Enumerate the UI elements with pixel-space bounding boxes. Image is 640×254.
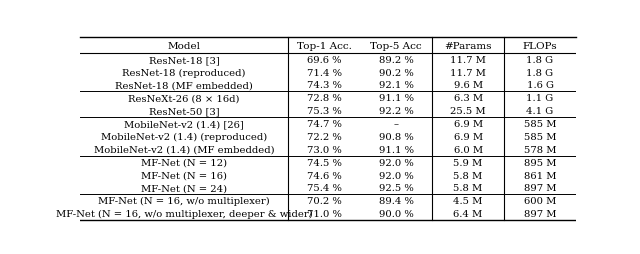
Text: MF-Net (​N​ = 16, w/o multiplexer, deeper & wider): MF-Net (​N​ = 16, w/o multiplexer, deepe… [56, 209, 312, 218]
Text: 5.8 M: 5.8 M [454, 184, 483, 193]
Text: MobileNet-v2 (1.4) (reproduced): MobileNet-v2 (1.4) (reproduced) [101, 132, 268, 141]
Text: 75.4 %: 75.4 % [307, 184, 342, 193]
Text: MF-Net (​N​ = 24): MF-Net (​N​ = 24) [141, 184, 227, 193]
Text: ResNet-18 (MF embedded): ResNet-18 (MF embedded) [115, 81, 253, 90]
Text: 92.5 %: 92.5 % [379, 184, 413, 193]
Text: 92.0 %: 92.0 % [379, 158, 413, 167]
Text: 74.3 %: 74.3 % [307, 81, 342, 90]
Text: 9.6 M: 9.6 M [454, 81, 483, 90]
Text: 1.1 G: 1.1 G [527, 94, 554, 103]
Text: 600 M: 600 M [524, 197, 556, 205]
Text: 585 M: 585 M [524, 133, 556, 141]
Text: 6.3 M: 6.3 M [454, 94, 483, 103]
Text: 4.5 M: 4.5 M [453, 197, 483, 205]
Text: 895 M: 895 M [524, 158, 556, 167]
Text: 74.7 %: 74.7 % [307, 120, 342, 129]
Text: 861 M: 861 M [524, 171, 556, 180]
Text: 92.0 %: 92.0 % [379, 171, 413, 180]
Text: Model: Model [168, 42, 201, 51]
Text: FLOPs: FLOPs [523, 42, 557, 51]
Text: 6.9 M: 6.9 M [454, 133, 483, 141]
Text: 72.8 %: 72.8 % [307, 94, 342, 103]
Text: 73.0 %: 73.0 % [307, 145, 342, 154]
Text: 89.4 %: 89.4 % [379, 197, 413, 205]
Text: 91.1 %: 91.1 % [379, 94, 413, 103]
Text: 91.1 %: 91.1 % [379, 145, 413, 154]
Text: Top-1 Acc.: Top-1 Acc. [297, 42, 352, 51]
Text: 75.3 %: 75.3 % [307, 107, 342, 116]
Text: 1.8 G: 1.8 G [527, 56, 554, 65]
Text: 70.2 %: 70.2 % [307, 197, 342, 205]
Text: 74.6 %: 74.6 % [307, 171, 342, 180]
Text: 74.5 %: 74.5 % [307, 158, 342, 167]
Text: 6.0 M: 6.0 M [454, 145, 483, 154]
Text: 4.1 G: 4.1 G [527, 107, 554, 116]
Text: 90.0 %: 90.0 % [379, 209, 413, 218]
Text: 578 M: 578 M [524, 145, 556, 154]
Text: 25.5 M: 25.5 M [451, 107, 486, 116]
Text: 71.4 %: 71.4 % [307, 68, 342, 77]
Text: 72.2 %: 72.2 % [307, 133, 342, 141]
Text: 90.8 %: 90.8 % [379, 133, 413, 141]
Text: ResNet-50 [3]: ResNet-50 [3] [149, 107, 220, 116]
Text: MobileNet-v2 (1.4) (MF embedded): MobileNet-v2 (1.4) (MF embedded) [94, 145, 275, 154]
Text: 71.0 %: 71.0 % [307, 209, 342, 218]
Text: ResNeXt-26 (8 × 16d): ResNeXt-26 (8 × 16d) [129, 94, 240, 103]
Text: 6.4 M: 6.4 M [454, 209, 483, 218]
Text: 5.9 M: 5.9 M [454, 158, 483, 167]
Text: Top-5 Acc: Top-5 Acc [371, 42, 422, 51]
Text: 585 M: 585 M [524, 120, 556, 129]
Text: MF-Net (​N​ = 16): MF-Net (​N​ = 16) [141, 171, 227, 180]
Text: 6.9 M: 6.9 M [454, 120, 483, 129]
Text: 90.2 %: 90.2 % [379, 68, 413, 77]
Text: MF-Net (​N​ = 16, w/o multiplexer): MF-Net (​N​ = 16, w/o multiplexer) [99, 197, 270, 206]
Text: 11.7 M: 11.7 M [450, 56, 486, 65]
Text: ResNet-18 [3]: ResNet-18 [3] [148, 56, 220, 65]
Text: ResNet-18 (reproduced): ResNet-18 (reproduced) [122, 68, 246, 77]
Text: 5.8 M: 5.8 M [454, 171, 483, 180]
Text: MF-Net (​N​ = 12): MF-Net (​N​ = 12) [141, 158, 227, 167]
Text: 89.2 %: 89.2 % [379, 56, 413, 65]
Text: –: – [394, 120, 399, 129]
Text: MobileNet-v2 (1.4) [26]: MobileNet-v2 (1.4) [26] [124, 120, 244, 129]
Text: 11.7 M: 11.7 M [450, 68, 486, 77]
Text: 1.8 G: 1.8 G [527, 68, 554, 77]
Text: 1.6 G: 1.6 G [527, 81, 554, 90]
Text: 69.6 %: 69.6 % [307, 56, 342, 65]
Text: 92.1 %: 92.1 % [379, 81, 413, 90]
Text: #Params: #Params [444, 42, 492, 51]
Text: 92.2 %: 92.2 % [379, 107, 413, 116]
Text: 897 M: 897 M [524, 209, 556, 218]
Text: 897 M: 897 M [524, 184, 556, 193]
